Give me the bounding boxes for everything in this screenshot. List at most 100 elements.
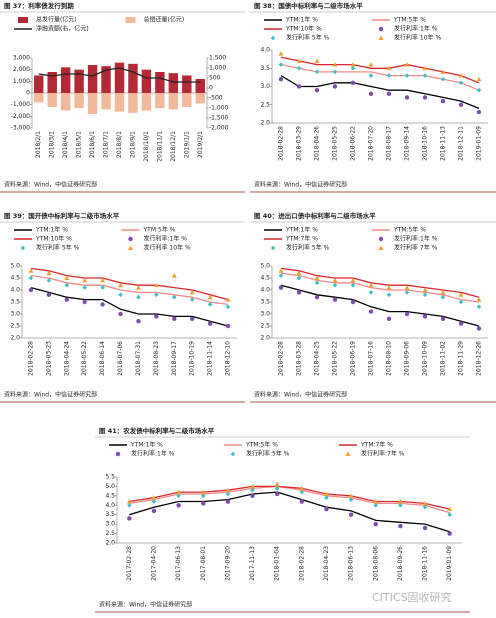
x-tick-label: 2017-02-28 <box>126 546 133 581</box>
point <box>332 69 338 75</box>
point <box>136 294 141 300</box>
x-tick-label: 2018-08-06 <box>372 546 379 581</box>
legend-label: YTM:10年 % <box>35 235 72 243</box>
legend-label: YTM:7年 % <box>360 441 393 449</box>
y2-tick-label: 1,000 <box>209 65 226 72</box>
point <box>274 491 280 497</box>
legend-label: YTM:5年 % <box>245 441 278 449</box>
point <box>458 102 464 107</box>
legend-label: 发行利率:1年 % <box>394 235 438 243</box>
chart-panel: 图 41：农发债中标利率与二级市场水平 YTM:1年 % YTM:5年 % YTM:7… <box>95 426 470 613</box>
bar <box>60 93 71 111</box>
point <box>296 290 302 295</box>
x-tick-label: 2019-01-09 <box>446 546 453 581</box>
bar <box>128 63 138 93</box>
legend-label: YTM:1年 % <box>285 226 318 234</box>
point <box>422 525 428 531</box>
x-tick-label: 2019-01-09 <box>476 126 483 161</box>
point <box>82 285 88 290</box>
point <box>476 87 482 93</box>
chart-title: 图 39：国开债中标利率与二级市场水平 <box>4 211 120 220</box>
chart-title: 图 38：国债中标利率与二级市场水平 <box>254 1 363 10</box>
point <box>299 485 305 491</box>
point <box>118 282 124 288</box>
point <box>299 499 305 504</box>
point <box>153 282 159 288</box>
point <box>64 297 69 302</box>
legend-label: 发行利率 10年 % <box>394 34 441 42</box>
legend-swatch <box>128 236 133 242</box>
point <box>386 292 392 298</box>
y-tick-label: 3,000 <box>13 55 30 62</box>
y-tick-label: 3.0 <box>10 311 20 318</box>
point <box>100 277 106 283</box>
point <box>458 80 464 86</box>
point <box>422 500 428 506</box>
series-line <box>30 267 229 301</box>
point <box>207 302 213 307</box>
point <box>404 285 410 290</box>
point <box>200 493 206 499</box>
point <box>386 285 392 290</box>
point <box>332 84 338 89</box>
x-tick-label: 2018-07-16 <box>368 341 375 376</box>
point <box>82 299 87 305</box>
series-line <box>280 56 480 84</box>
x-tick-label: 2018-04-25 <box>314 341 321 376</box>
y-tick-label: 3.5 <box>10 299 20 306</box>
legend-label: YTM:5年 % <box>143 226 176 234</box>
y-tick-label: 3.5 <box>260 65 270 72</box>
x-tick-label: 2018-11-16 <box>422 546 429 581</box>
x-tick-label: 2017-11-13 <box>249 546 256 581</box>
x-tick-label: 2018/3/1 <box>49 131 56 158</box>
source: 资料来源：Wind，中信证券研究部 <box>254 391 347 399</box>
x-tick-label: 2018-10-09 <box>422 341 429 376</box>
point <box>476 304 482 310</box>
point <box>348 512 354 517</box>
point <box>404 73 410 78</box>
point <box>151 495 157 500</box>
chart-panel: 图 39：国开债中标利率与二级市场水平 YTM:1年 % YTM:5年 % YTM:1… <box>0 211 245 403</box>
bar <box>141 93 152 111</box>
legend-label: 发行利率:5年 % <box>246 450 290 458</box>
point <box>151 508 157 514</box>
point <box>135 285 141 290</box>
point <box>368 290 374 295</box>
point <box>154 314 159 319</box>
y-tick-label: 3.5 <box>105 511 115 518</box>
x-tick-label: 2017-08-01 <box>200 546 207 581</box>
x-tick-label: 2018-10-16 <box>422 126 429 161</box>
bar <box>47 72 57 93</box>
y-tick-label: 4.0 <box>260 287 270 294</box>
y-tick-label: 3.0 <box>105 521 115 528</box>
point <box>296 270 302 276</box>
bar <box>155 72 165 93</box>
point <box>332 62 338 67</box>
point <box>373 499 379 504</box>
x-tick-label: 2018-07-20 <box>368 126 375 161</box>
legend-label: YTM:5年 % <box>393 16 426 24</box>
series-line <box>280 75 480 110</box>
point <box>127 516 132 521</box>
legend-swatch <box>378 245 384 250</box>
y-tick-label: 3.0 <box>260 83 270 90</box>
point <box>28 268 34 273</box>
x-tick-label: 2018-05-22 <box>332 341 339 376</box>
legend-label: YTM:10年 % <box>285 25 322 33</box>
y-tick-label: 4.5 <box>105 492 115 499</box>
point <box>422 73 428 78</box>
y2-tick-label: 500 <box>209 75 221 82</box>
legend-swatch <box>345 451 351 456</box>
point <box>189 289 195 295</box>
point <box>250 493 255 499</box>
y2-tick-label: -1,500 <box>209 115 229 122</box>
point <box>299 489 305 495</box>
source: 资料来源：Wind，中信证券研究部 <box>4 181 97 189</box>
x-tick-label: 2017-09-20 <box>224 546 231 581</box>
bar <box>114 93 125 112</box>
series-line <box>30 274 229 306</box>
bar <box>60 67 71 93</box>
legend-label: 发行利率 5年 % <box>286 34 330 42</box>
point <box>458 73 464 78</box>
y-tick-label: 2.5 <box>260 323 270 330</box>
